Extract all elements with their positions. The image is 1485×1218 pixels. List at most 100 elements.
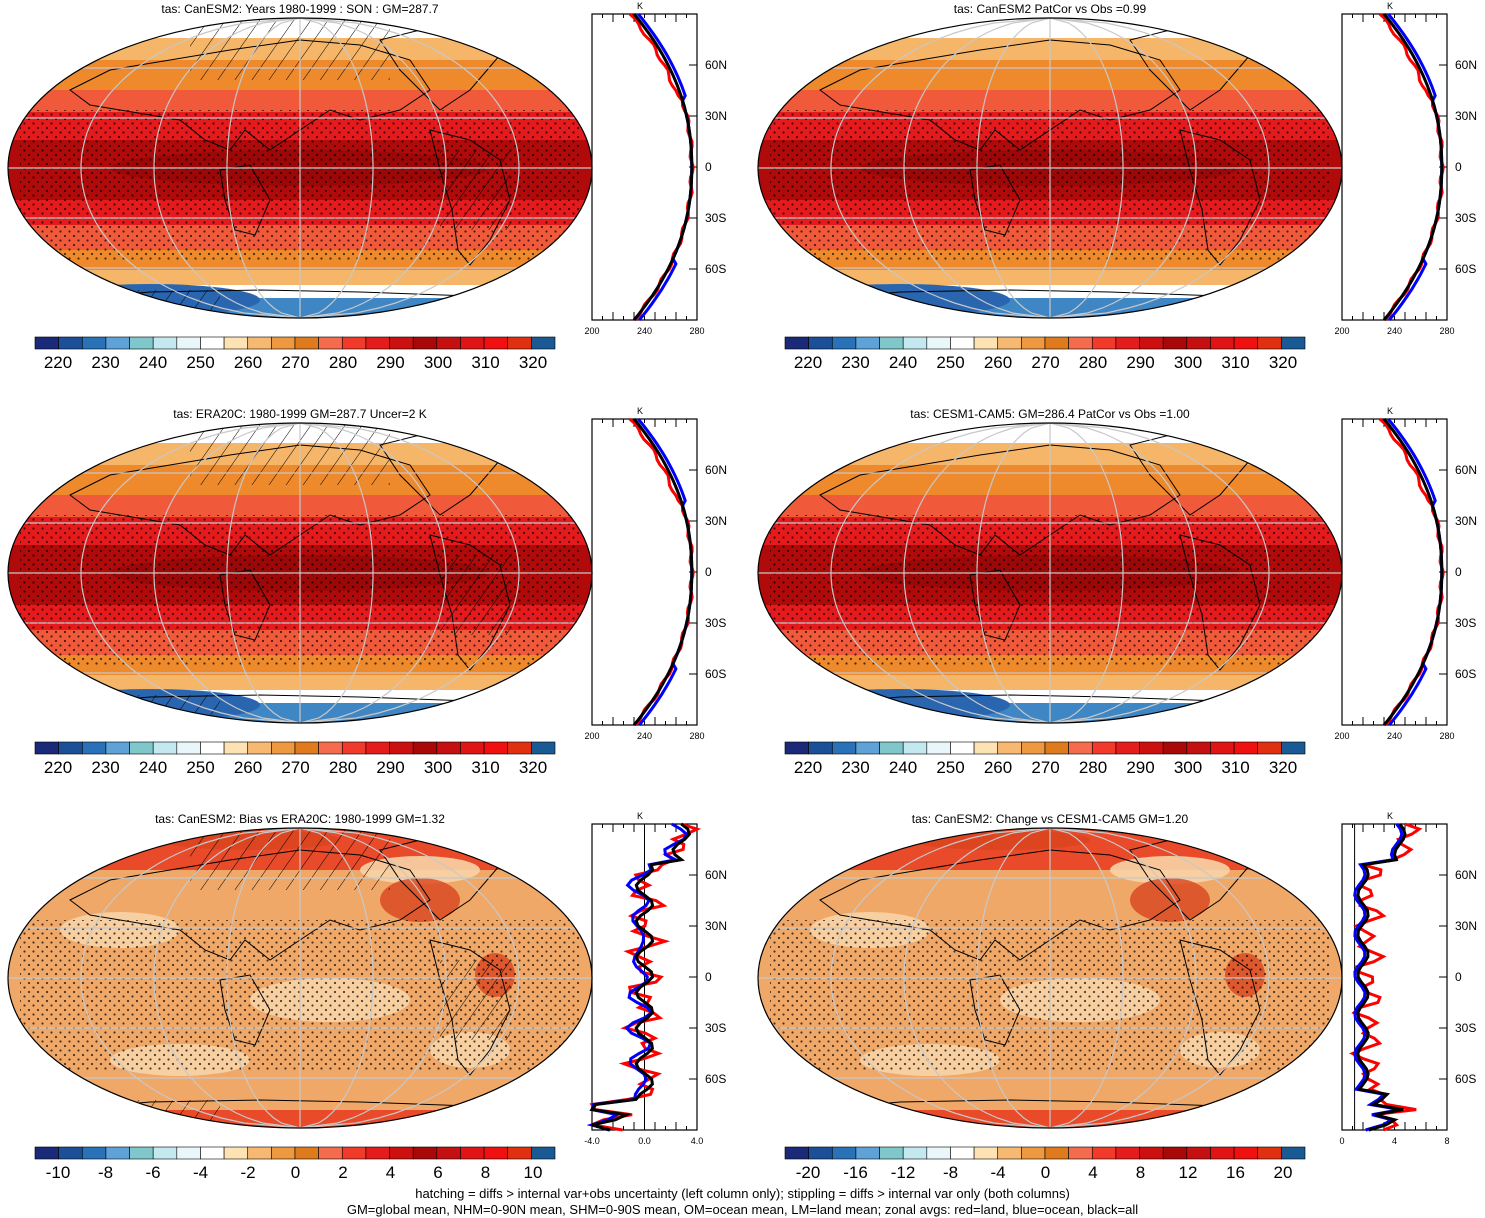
colorbar-swatch xyxy=(855,1146,880,1160)
colorbar-swatch xyxy=(389,741,414,755)
colorbar-label: 10 xyxy=(523,1163,543,1182)
colorbar-swatch xyxy=(879,741,904,755)
colorbar-label: 240 xyxy=(888,353,918,372)
colorbar-swatch xyxy=(1210,336,1235,350)
colorbar-swatch xyxy=(997,1146,1022,1160)
zonal-land-line xyxy=(628,12,695,322)
colorbar-swatch xyxy=(902,336,928,350)
colorbar-swatch xyxy=(223,336,249,350)
colorbar-swatch xyxy=(412,336,438,350)
zonal-value-label: 280 xyxy=(1439,731,1455,741)
colorbar-swatch xyxy=(1115,1146,1140,1160)
colorbar-swatch xyxy=(1281,336,1306,350)
colorbar-swatch xyxy=(58,741,83,755)
colorbar-swatch xyxy=(531,336,556,350)
colorbar-label: 2 xyxy=(338,1163,348,1182)
colorbar-swatch xyxy=(831,1146,857,1160)
colorbar-label: -8 xyxy=(942,1163,959,1182)
zonal-value-label: 4 xyxy=(1391,1136,1398,1146)
colorbar-swatch xyxy=(200,741,225,755)
colorbar-label: 8 xyxy=(480,1163,491,1182)
zonal-lat-label: 30N xyxy=(1455,109,1478,123)
colorbar-swatch xyxy=(389,336,414,350)
zonal-lat-label: 0 xyxy=(705,565,712,579)
map-plot xyxy=(757,17,1343,319)
colorbar-label: 0 xyxy=(1040,1163,1051,1182)
colorbar-label: 290 xyxy=(1126,758,1155,777)
map-title: tas: CanESM2: Bias vs ERA20C: 1980-1999 … xyxy=(155,812,445,826)
colorbar-swatch xyxy=(58,1146,83,1160)
colorbar-swatch xyxy=(1281,1146,1306,1160)
meridian-line xyxy=(1049,828,1124,1128)
colorbar-label: 310 xyxy=(1221,353,1250,372)
colorbar-label: 320 xyxy=(518,758,548,777)
colorbar-swatch xyxy=(1021,741,1046,755)
meridian-line xyxy=(226,18,301,318)
continent-outline xyxy=(69,444,431,556)
colorbar-label: 230 xyxy=(91,758,120,777)
colorbar-swatch xyxy=(152,336,178,350)
colorbar-label: 290 xyxy=(376,353,405,372)
colorbar-swatch xyxy=(1068,741,1093,755)
colorbar-swatch xyxy=(483,336,509,350)
colorbar-swatch xyxy=(200,1146,225,1160)
colorbar-swatch xyxy=(436,336,461,350)
colorbar-swatch xyxy=(341,741,367,755)
meridian-line xyxy=(80,828,301,1128)
colorbar-swatch xyxy=(507,1146,532,1160)
colorbar-label: -4 xyxy=(192,1163,209,1182)
footer-line-1: hatching = diffs > internal var+obs unce… xyxy=(415,1186,1070,1201)
colorbar-swatch xyxy=(1281,741,1306,755)
colorbar-label: 220 xyxy=(793,353,823,372)
colorbar-label: 260 xyxy=(983,758,1013,777)
continent-outline xyxy=(429,129,511,266)
colorbar-swatch xyxy=(973,1146,999,1160)
zonal-lat-label: 0 xyxy=(705,160,712,174)
colorbar xyxy=(34,1146,556,1160)
zonal-mean-plot xyxy=(1341,417,1448,727)
colorbar-label: -6 xyxy=(145,1163,161,1182)
map-plot xyxy=(7,422,593,724)
colorbar-swatch xyxy=(129,336,154,350)
colorbar xyxy=(784,741,1306,755)
colorbar-swatch xyxy=(831,741,857,755)
zonal-lat-label: 0 xyxy=(705,970,712,984)
meridian-line xyxy=(80,423,301,723)
meridian-line xyxy=(976,423,1051,723)
meridian-line xyxy=(299,423,447,723)
continent-outline xyxy=(819,39,1181,151)
colorbar-label: 260 xyxy=(233,758,263,777)
colorbar-label: 250 xyxy=(936,353,965,372)
colorbar-swatch xyxy=(1139,1146,1164,1160)
colorbar-label: 310 xyxy=(471,353,500,372)
zonal-frame xyxy=(591,418,698,726)
continent-outline xyxy=(429,939,511,1076)
colorbar-label: 290 xyxy=(376,758,405,777)
zonal-unit-label: K xyxy=(637,1,644,11)
colorbar-swatch xyxy=(294,1146,319,1160)
colorbar-swatch xyxy=(129,741,154,755)
colorbar-swatch xyxy=(507,336,532,350)
zonal-value-label: -4.0 xyxy=(584,1136,600,1146)
zonal-lat-label: 60S xyxy=(1455,667,1477,681)
colorbar-swatch xyxy=(223,1146,249,1160)
meridian-line xyxy=(226,828,301,1128)
zonal-all-line xyxy=(1382,418,1444,726)
meridian-line xyxy=(153,18,301,318)
zonal-value-label: 240 xyxy=(636,326,653,336)
zonal-lat-label: 60S xyxy=(1455,262,1477,276)
zonal-mean-plot xyxy=(586,822,702,1132)
colorbar-swatch xyxy=(105,741,130,755)
colorbar-swatch xyxy=(1210,741,1235,755)
meridian-line xyxy=(1049,423,1197,723)
colorbar-swatch xyxy=(831,336,857,350)
meridian-line xyxy=(226,423,301,723)
map-title: tas: CanESM2: Change vs CESM1-CAM5 GM=1.… xyxy=(911,812,1189,826)
colorbar-swatch xyxy=(926,1146,951,1160)
colorbar-swatch xyxy=(902,1146,928,1160)
zonal-lat-label: 60S xyxy=(705,1072,727,1086)
colorbar-swatch xyxy=(294,741,319,755)
colorbar-swatch xyxy=(808,741,833,755)
colorbar-swatch xyxy=(365,1146,390,1160)
colorbar-label: 20 xyxy=(1273,1163,1293,1182)
